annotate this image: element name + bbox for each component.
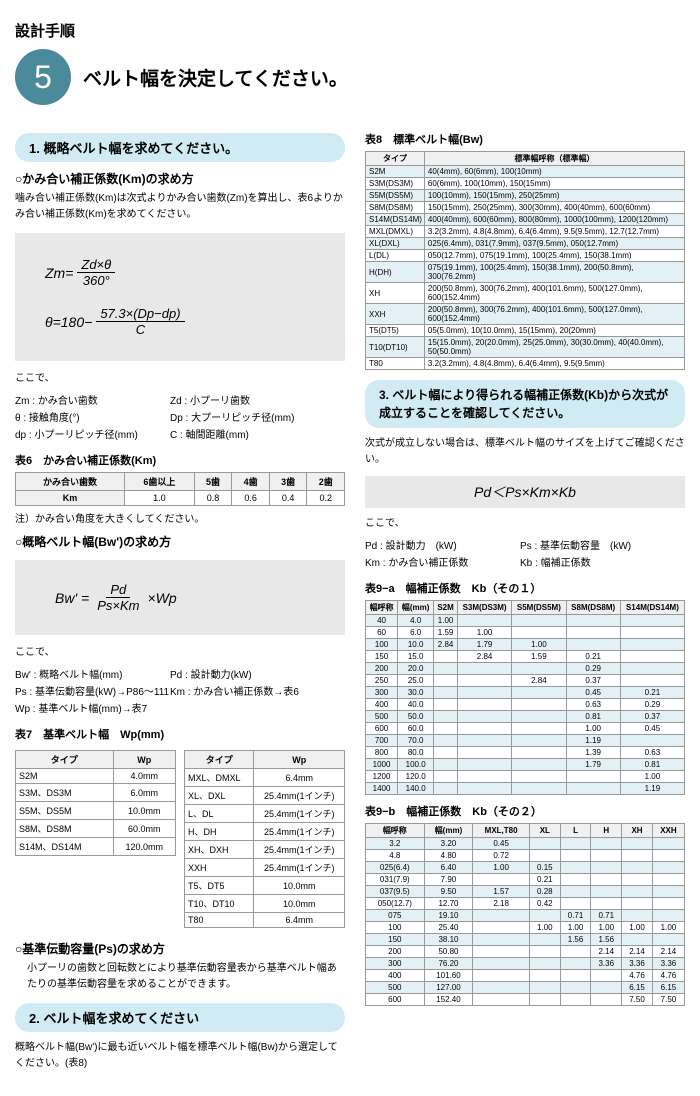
section2-desc: 概略ベルト幅(Bw')に最も近いベルト幅を標準ベルト幅(Bw)から選定してくださ… bbox=[15, 1040, 345, 1072]
table9a-title: 表9−a 幅補正係数 Kb（その１） bbox=[365, 580, 685, 596]
table7a: タイプWpS2M4.0mmS3M、DS3M6.0mmS5M、DS5M10.0mm… bbox=[15, 750, 176, 856]
f3-den: Ps×Km bbox=[93, 598, 143, 613]
note1: 注）かみ合い角度を大きくしてください。 bbox=[15, 510, 345, 525]
f3-suf: ×Wp bbox=[147, 590, 176, 606]
f2-den: C bbox=[132, 322, 149, 337]
table7b: タイプWpMXL、DMXL6.4mmXL、DXL25.4mm(1インチ)L、DL… bbox=[184, 750, 345, 928]
f3-lhs: Bw' = bbox=[55, 590, 89, 606]
defs3-label: ここで、 bbox=[365, 516, 685, 532]
table6-title: 表6 かみ合い補正係数(Km) bbox=[15, 452, 345, 468]
defs2: Bw' : 概略ベルト幅(mm)Pd : 設計動力(kW)Ps : 基準伝動容量… bbox=[15, 667, 345, 718]
table9b-title: 表9−b 幅補正係数 Kb（その２） bbox=[365, 803, 685, 819]
section3-desc1: 次式が成立しない場合は、標準ベルト幅のサイズを上げてご確認ください。 bbox=[365, 436, 685, 468]
formula-box-1: Zm= Zd×θ360° θ=180− 57.3×(Dp−dp)C bbox=[15, 233, 345, 361]
page-heading: 設計手順 bbox=[15, 20, 685, 41]
inequality: Pd＜Ps×Km×Kb bbox=[365, 476, 685, 508]
section3-heading: 3. ベルト幅により得られる幅補正係数(Kb)から次式が成立することを確認してく… bbox=[365, 380, 685, 428]
sub-km: ○かみ合い補正係数(Km)の求め方 bbox=[15, 170, 345, 187]
f1-lhs: Zm= bbox=[45, 265, 73, 281]
step-title: ベルト幅を決定してください。 bbox=[83, 64, 348, 91]
desc-ps: 小プーリの歯数と回転数とにより基準伝動容量表から基準ベルト幅あたりの基準伝動容量… bbox=[15, 961, 345, 993]
section1-heading: 1. 概略ベルト幅を求めてください。 bbox=[15, 133, 345, 162]
defs3: Pd : 設計動力 (kW)Ps : 基準伝動容量 (kW)Km : かみ合い補… bbox=[365, 538, 685, 572]
formula-box-2: Bw' = PdPs×Km ×Wp bbox=[15, 560, 345, 635]
f3-num: Pd bbox=[106, 582, 130, 598]
step-number-circle: 5 bbox=[15, 49, 71, 105]
section2-heading: 2. ベルト幅を求めてください bbox=[15, 1003, 345, 1032]
table7-title: 表7 基準ベルト幅 Wp(mm) bbox=[15, 726, 345, 742]
f2-num: 57.3×(Dp−dp) bbox=[96, 306, 184, 322]
sub-bw: ○概略ベルト幅(Bw')の求め方 bbox=[15, 533, 345, 550]
desc-km: 噛み合い補正係数(Km)は次式よりかみ合い歯数(Zm)を算出し、表6よりかみ合い… bbox=[15, 191, 345, 223]
sub-ps: ○基準伝動容量(Ps)の求め方 bbox=[15, 940, 345, 957]
table6: かみ合い歯数6歯以上5歯4歯3歯2歯Km1.00.80.60.40.2 bbox=[15, 472, 345, 506]
step-number: 5 bbox=[34, 59, 52, 96]
defs1: Zm : かみ合い歯数Zd : 小プーリ歯数θ : 接触角度(°)Dp : 大プ… bbox=[15, 393, 345, 444]
step-header: 5 ベルト幅を決定してください。 bbox=[15, 49, 685, 105]
table8: タイプ標準幅呼称（標準幅）S2M40(4mm), 60(6mm), 100(10… bbox=[365, 151, 685, 370]
defs2-label: ここで、 bbox=[15, 645, 345, 661]
table9a: 幅呼称幅(mm)S2MS3M(DS3M)S5M(DS5M)S8M(DS8M)S1… bbox=[365, 600, 685, 795]
defs1-label: ここで、 bbox=[15, 371, 345, 387]
table9b: 幅呼称幅(mm)MXL,T80XLLHXHXXH3.23.200.454.84.… bbox=[365, 823, 685, 1006]
f2-lhs: θ=180− bbox=[45, 314, 92, 330]
f1-den: 360° bbox=[79, 273, 114, 288]
table8-title: 表8 標準ベルト幅(Bw) bbox=[365, 131, 685, 147]
f1-num: Zd×θ bbox=[77, 257, 115, 273]
